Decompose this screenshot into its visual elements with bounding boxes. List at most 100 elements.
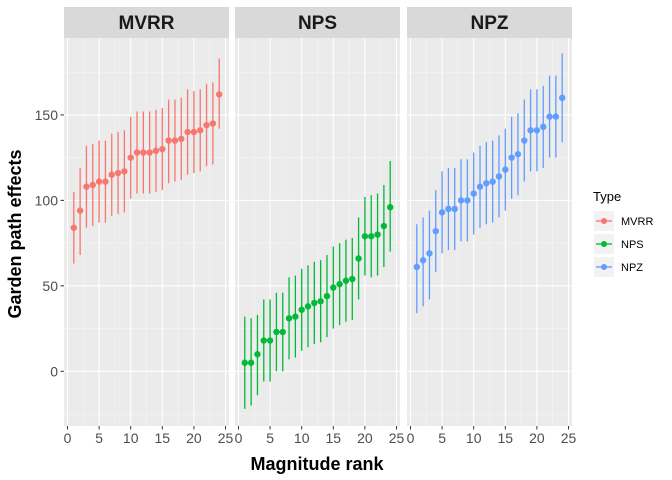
x-tick-label: 25 (561, 430, 577, 446)
legend: Type MVRR NPS NPZ (593, 189, 653, 277)
data-point (102, 178, 109, 185)
facet-strip-mvrr (64, 7, 229, 38)
x-tick-label: 25 (218, 430, 234, 446)
data-point (432, 227, 439, 235)
data-point (361, 233, 369, 240)
data-point (304, 303, 312, 310)
legend-key-point (601, 241, 607, 247)
x-tick-label: 15 (155, 430, 171, 446)
data-point (451, 205, 458, 213)
data-point (464, 197, 471, 204)
data-point (121, 168, 128, 175)
data-point (413, 263, 420, 271)
x-tick-label: 10 (294, 430, 310, 446)
x-tick-label: 5 (438, 430, 446, 446)
data-point (279, 328, 286, 336)
x-tick-label: 20 (186, 430, 202, 446)
data-point (336, 280, 343, 288)
x-tick-label: 0 (235, 430, 243, 446)
x-tick-label: 20 (529, 430, 545, 446)
facet-gridlines-mvrr (64, 38, 229, 426)
data-point (419, 257, 427, 264)
facet-marks-nps (241, 161, 394, 409)
data-point (108, 171, 115, 178)
data-point (95, 178, 103, 185)
legend-label: NPZ (621, 262, 643, 274)
data-point (355, 255, 362, 262)
data-point (387, 204, 394, 211)
x-tick-label: 0 (407, 430, 415, 446)
data-point (273, 328, 280, 336)
data-point (190, 128, 198, 136)
x-tick-label: 10 (123, 430, 139, 446)
x-tick-label: 25 (389, 430, 405, 446)
data-point (368, 233, 375, 240)
data-point (171, 137, 179, 144)
data-point (546, 113, 553, 120)
data-point (445, 205, 452, 213)
facet-strip-label-nps: NPS (298, 13, 337, 34)
facet-strip-npz (407, 7, 572, 38)
data-point (374, 231, 381, 238)
data-point (89, 181, 96, 189)
data-point (83, 183, 90, 190)
data-point (476, 183, 484, 190)
data-point (76, 207, 84, 214)
legend-title: Type (593, 189, 621, 204)
facet-panel-mvrr: MVRR (64, 7, 229, 426)
x-axis-title: Magnitude rank (250, 454, 384, 474)
data-point (285, 315, 293, 322)
legend-label: NPS (621, 239, 644, 251)
data-point (216, 91, 223, 98)
data-point (380, 222, 388, 230)
data-point (317, 298, 324, 305)
data-point (483, 180, 490, 187)
x-tick-label: 0 (64, 430, 72, 446)
data-point (489, 178, 496, 185)
facet-strip-label-mvrr: MVRR (119, 13, 175, 34)
data-point (152, 147, 160, 155)
data-point (247, 359, 255, 366)
data-point (349, 275, 356, 283)
data-point (133, 149, 141, 156)
facet-strip-label-npz: NPZ (471, 13, 509, 34)
data-point (330, 284, 337, 291)
x-tick-label: 15 (498, 430, 514, 446)
data-point (426, 250, 433, 257)
data-point (114, 169, 122, 177)
x-axes: 0 5 10 15 20 25 0 5 10 15 20 25 0 5 10 15 20 25 (64, 426, 577, 446)
data-point (502, 166, 509, 173)
data-point (292, 313, 299, 320)
data-point (184, 128, 191, 136)
data-point (298, 306, 305, 313)
y-axis-title: Garden path effects (5, 149, 25, 318)
data-point (146, 149, 153, 156)
data-point (514, 151, 522, 158)
legend-key-point (601, 264, 607, 270)
data-point (495, 173, 503, 180)
data-point (559, 94, 566, 102)
data-point (140, 149, 147, 156)
data-point (311, 299, 318, 307)
data-point (254, 351, 261, 358)
data-point (197, 127, 204, 134)
facet-marks-mvrr (70, 58, 223, 264)
y-tick-label: 0 (50, 363, 58, 379)
data-point (323, 292, 331, 300)
data-point (70, 224, 77, 231)
facet-panel-nps: NPS (235, 7, 400, 426)
data-point (209, 120, 217, 127)
data-point (241, 359, 248, 366)
facet-panel-npz: NPZ (407, 7, 572, 426)
legend-entries: MVRR NPS NPZ (594, 211, 653, 277)
data-point (540, 123, 547, 131)
data-point (159, 145, 166, 153)
facet-strip-nps (235, 7, 400, 38)
data-point (470, 190, 477, 197)
x-tick-label: 15 (326, 430, 342, 446)
data-point (438, 209, 446, 216)
x-tick-label: 5 (95, 430, 103, 446)
legend-key-point (601, 218, 607, 224)
data-point (527, 127, 534, 134)
